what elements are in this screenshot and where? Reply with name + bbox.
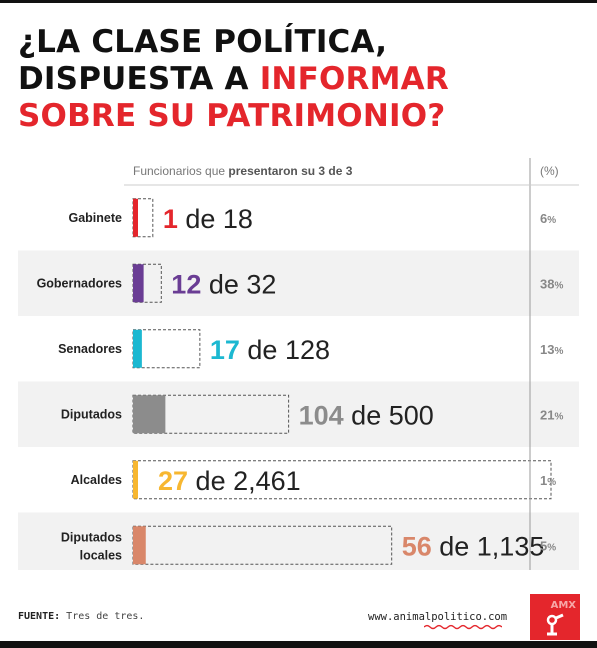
pct-number: 38 (540, 276, 554, 291)
value-bar (133, 395, 166, 434)
value-number: 17 (210, 335, 240, 365)
title-highlight: INFORMAR (259, 61, 449, 97)
animal-politico-logo: AMX (530, 594, 580, 640)
pct-number: 6 (540, 211, 547, 226)
pct-header: (%) (540, 164, 559, 178)
total-bar (132, 525, 393, 565)
category-label: Gabinete (69, 211, 123, 225)
category-label: Senadores (58, 342, 122, 356)
total-number: 128 (285, 335, 330, 365)
total-bar (132, 394, 290, 434)
value-number: 27 (158, 466, 188, 496)
category-label: Gobernadores (37, 276, 122, 290)
pct-value: 21% (540, 407, 563, 422)
value-label: 56 de 1,135 (402, 531, 545, 561)
total-bar (132, 263, 162, 303)
pct-sign: % (554, 280, 563, 291)
bottom-bar (0, 641, 597, 648)
value-bar (133, 460, 138, 499)
value-label: 104 de 500 (299, 400, 434, 430)
value-number: 12 (171, 269, 201, 299)
pct-sign: % (554, 411, 563, 422)
total-number: 1,135 (477, 531, 545, 561)
value-label: 27 de 2,461 (158, 466, 301, 496)
value-of: de (240, 335, 285, 365)
logo-text: AMX (551, 600, 577, 611)
total-bar (132, 329, 201, 369)
value-number: 56 (402, 531, 432, 561)
value-bar (133, 198, 138, 237)
title-line-2-start: DISPUESTA A (18, 61, 260, 97)
pct-sign: % (547, 215, 556, 226)
value-bar (133, 264, 144, 303)
value-of: de (201, 269, 246, 299)
pct-number: 1 (540, 473, 547, 488)
total-number: 500 (389, 400, 434, 430)
source-label: FUENTE: (18, 611, 61, 622)
pct-sign: % (547, 477, 556, 488)
category-label: Alcaldes (71, 473, 122, 487)
total-number: 2,461 (233, 466, 301, 496)
pct-value: 6% (540, 211, 556, 226)
value-of: de (344, 400, 389, 430)
category-label: Diputados (61, 407, 122, 421)
chart-header-prefix: Funcionarios que (133, 164, 228, 178)
row-shade (18, 381, 579, 447)
value-of: de (188, 466, 233, 496)
row-shade (18, 250, 579, 316)
pct-sign: % (547, 542, 556, 553)
pct-sign: % (554, 346, 563, 357)
title-line-1: ¿LA CLASE POLÍTICA, (18, 24, 388, 60)
value-number: 104 (299, 400, 344, 430)
url-underline-squiggle (424, 624, 502, 630)
category-label: Diputados (61, 530, 122, 544)
value-of: de (178, 204, 223, 234)
pct-number: 21 (540, 407, 554, 422)
value-label: 1 de 18 (163, 204, 253, 234)
pct-value: 5% (540, 538, 556, 553)
source-text: Tres de tres. (60, 611, 145, 622)
top-bar (0, 0, 597, 3)
pct-number: 5 (540, 538, 547, 553)
pct-value: 13% (540, 342, 563, 357)
chart-header-bold: presentaron su 3 de 3 (228, 164, 352, 178)
pct-value: 1% (540, 473, 556, 488)
total-number: 18 (223, 204, 253, 234)
chart-header: Funcionarios que presentaron su 3 de 3 (133, 164, 353, 178)
source-note: FUENTE: Tres de tres. (18, 611, 144, 622)
category-label: locales (80, 548, 122, 562)
total-number: 32 (246, 269, 276, 299)
value-number: 1 (163, 204, 178, 234)
title-line-2: DISPUESTA A INFORMAR (18, 61, 578, 98)
title-line-3: SOBRE SU PATRIMONIO? (18, 98, 446, 134)
row-shade (18, 512, 579, 570)
chart: Funcionarios que presentaron su 3 de 3 (%… (18, 158, 579, 570)
pct-value: 38% (540, 276, 563, 291)
value-label: 17 de 128 (210, 335, 330, 365)
value-of: de (432, 531, 477, 561)
value-bar (133, 526, 146, 565)
site-url[interactable]: www.animalpolitico.com (368, 611, 508, 623)
pct-number: 13 (540, 342, 554, 357)
page-title: ¿LA CLASE POLÍTICA, DISPUESTA A INFORMAR… (18, 24, 578, 135)
value-bar (133, 329, 142, 368)
value-label: 12 de 32 (171, 269, 276, 299)
